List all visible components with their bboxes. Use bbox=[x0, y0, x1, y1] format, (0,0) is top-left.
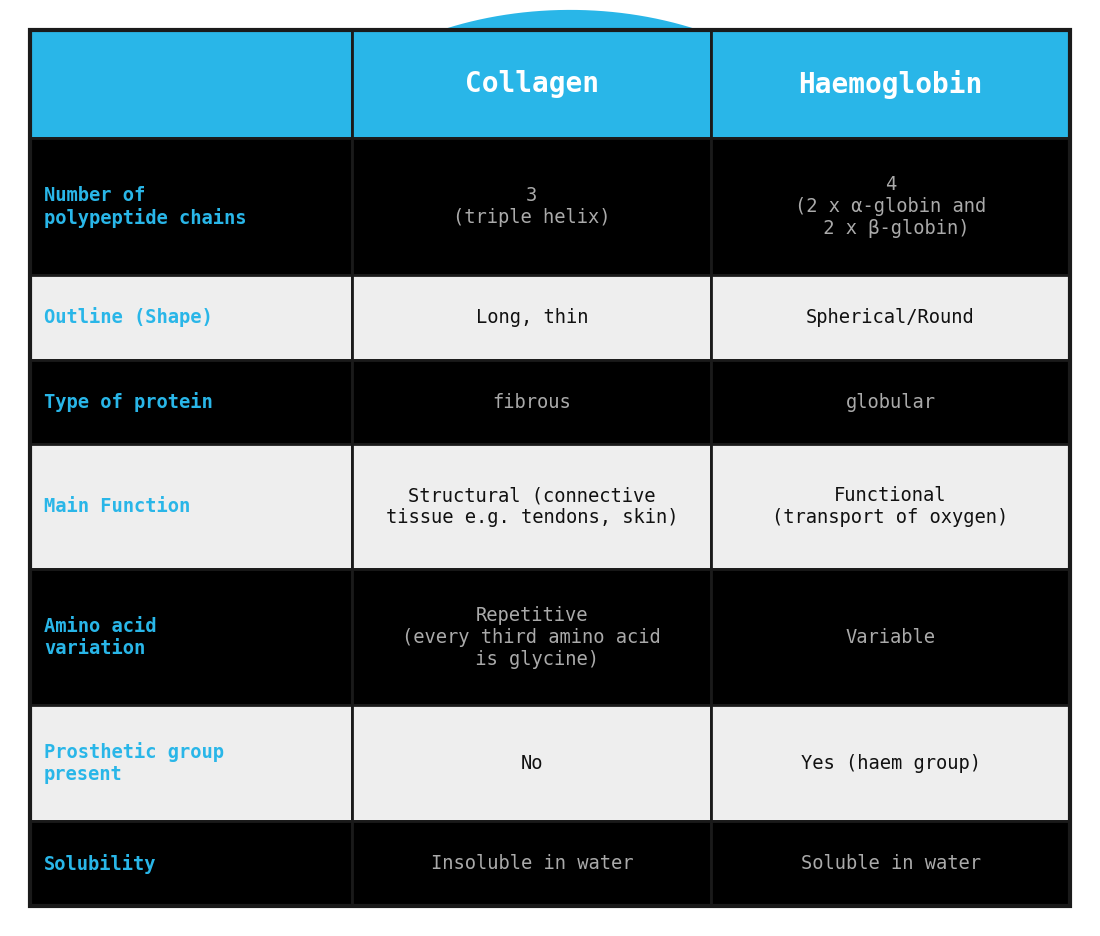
Text: 3
(triple helix): 3 (triple helix) bbox=[453, 186, 610, 227]
Bar bbox=[30, 445, 352, 569]
Text: Number of
polypeptide chains: Number of polypeptide chains bbox=[44, 185, 246, 227]
Text: Insoluble in water: Insoluble in water bbox=[430, 855, 634, 873]
Bar bbox=[352, 821, 712, 906]
Text: Functional
(transport of oxygen): Functional (transport of oxygen) bbox=[772, 486, 1009, 527]
Text: Haemoglobin: Haemoglobin bbox=[799, 69, 982, 98]
Bar bbox=[352, 445, 712, 569]
Text: Solubility: Solubility bbox=[44, 854, 156, 873]
Bar bbox=[30, 139, 352, 275]
Bar bbox=[30, 275, 352, 359]
Text: Structural (connective
tissue e.g. tendons, skin): Structural (connective tissue e.g. tendo… bbox=[385, 486, 678, 527]
Bar bbox=[352, 569, 712, 706]
Text: Type of protein: Type of protein bbox=[44, 392, 212, 412]
Text: Spherical/Round: Spherical/Round bbox=[806, 308, 975, 327]
Text: Collagen: Collagen bbox=[465, 70, 598, 98]
Bar bbox=[352, 30, 712, 139]
Text: fibrous: fibrous bbox=[493, 392, 571, 412]
Bar bbox=[352, 706, 712, 821]
Bar bbox=[712, 30, 1070, 139]
Bar bbox=[712, 139, 1070, 275]
Text: Soluble in water: Soluble in water bbox=[801, 855, 980, 873]
Bar bbox=[712, 821, 1070, 906]
Text: Yes (haem group): Yes (haem group) bbox=[801, 753, 980, 773]
Text: Main Function: Main Function bbox=[44, 497, 190, 516]
Text: Prosthetic group
present: Prosthetic group present bbox=[44, 742, 224, 784]
Bar bbox=[352, 275, 712, 359]
Text: 4
(2 x α-globin and
 2 x β-globin): 4 (2 x α-globin and 2 x β-globin) bbox=[795, 175, 987, 238]
Bar bbox=[712, 445, 1070, 569]
Bar bbox=[30, 706, 352, 821]
Text: globular: globular bbox=[846, 392, 936, 412]
Bar bbox=[712, 706, 1070, 821]
Text: Variable: Variable bbox=[846, 627, 936, 647]
Text: Repetitive
(every third amino acid
 is glycine): Repetitive (every third amino acid is gl… bbox=[403, 606, 661, 668]
Bar bbox=[30, 569, 352, 706]
Bar bbox=[712, 569, 1070, 706]
Bar bbox=[30, 821, 352, 906]
Text: Long, thin: Long, thin bbox=[475, 308, 588, 327]
Text: Outline (Shape): Outline (Shape) bbox=[44, 307, 212, 328]
Text: No: No bbox=[520, 753, 543, 773]
Bar bbox=[712, 275, 1070, 359]
Bar bbox=[30, 30, 352, 139]
Bar bbox=[30, 359, 352, 445]
Bar bbox=[352, 359, 712, 445]
Bar bbox=[712, 359, 1070, 445]
Text: Amino acid
variation: Amino acid variation bbox=[44, 617, 156, 658]
Bar bbox=[352, 139, 712, 275]
